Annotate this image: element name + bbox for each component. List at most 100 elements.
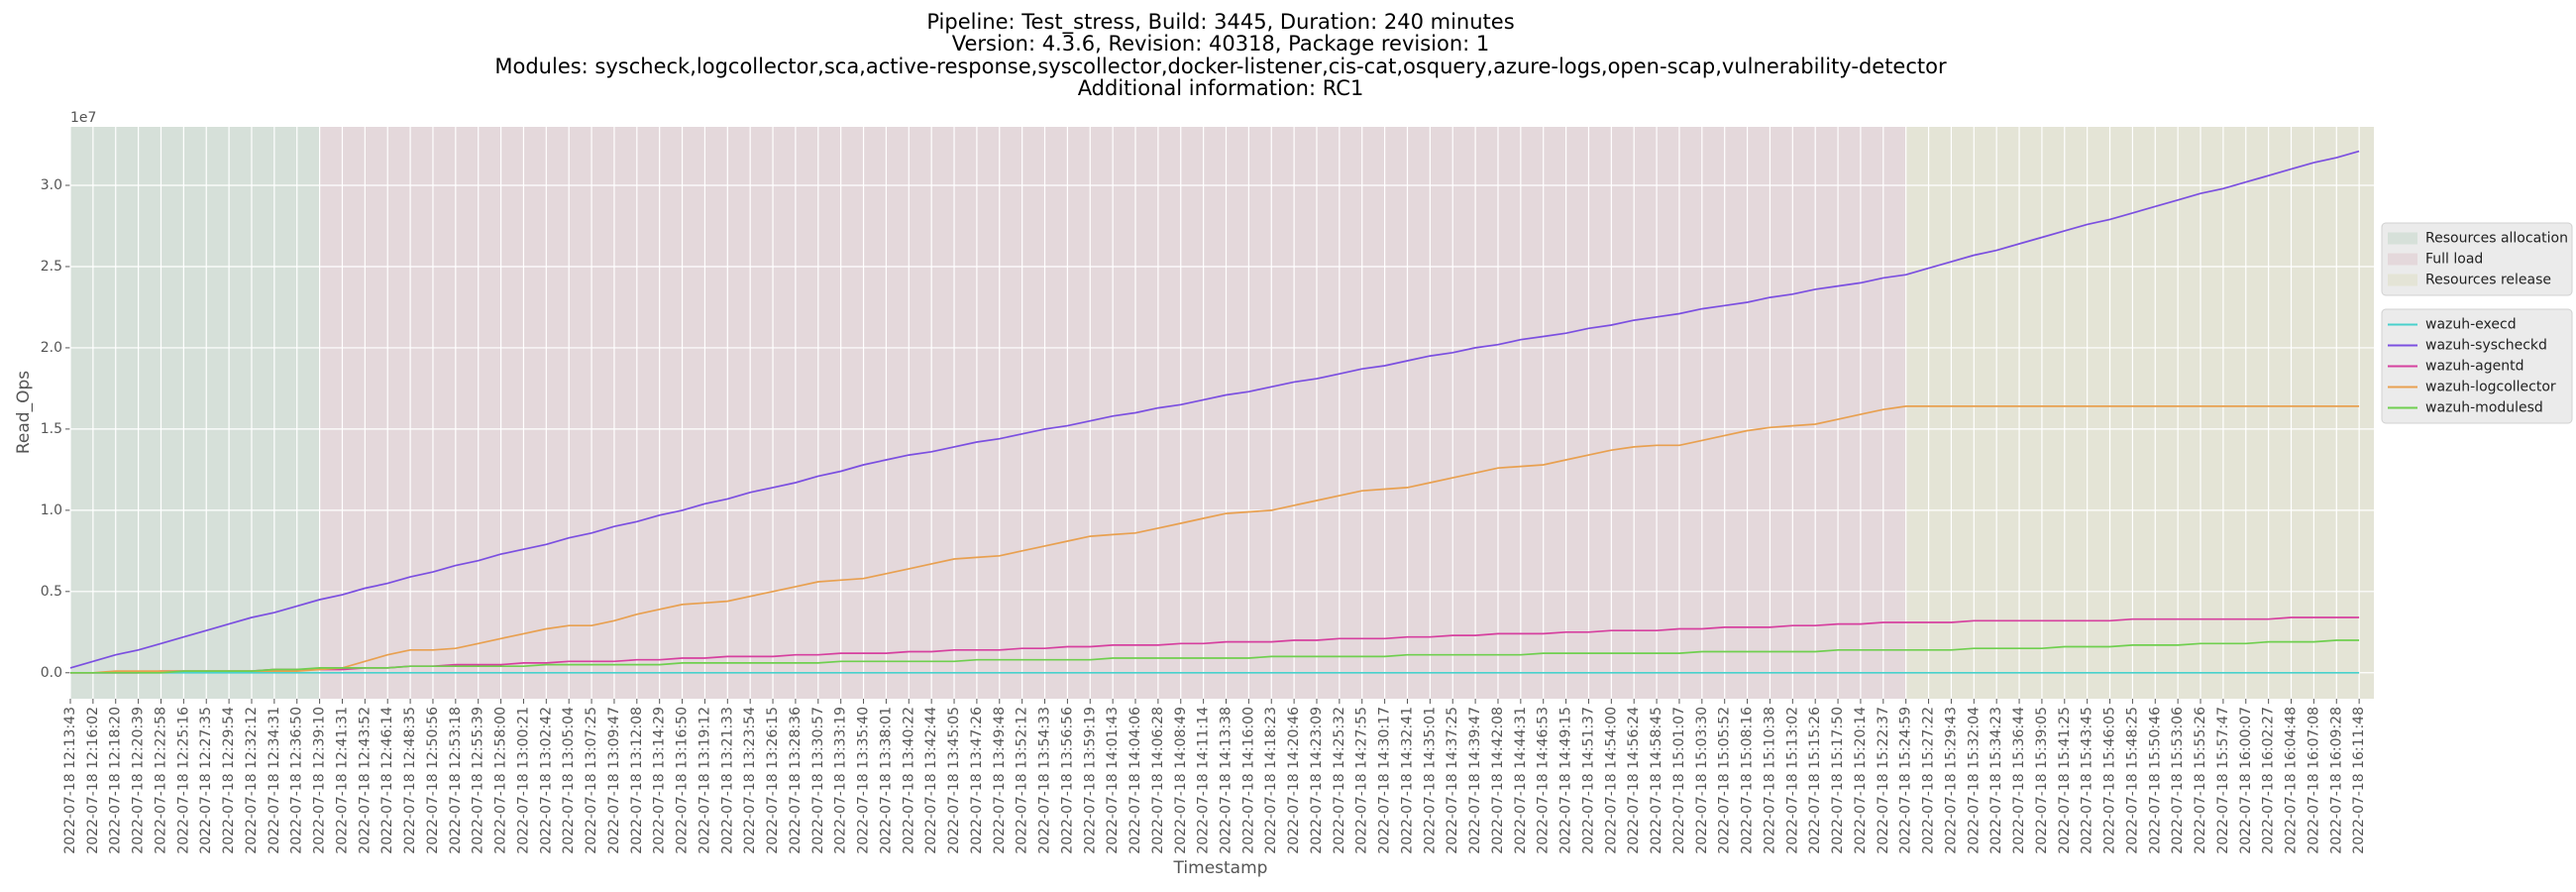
x-tick-label: 2022-07-18 14:25:32 <box>1332 707 1347 854</box>
x-tick-label: 2022-07-18 14:39:47 <box>1467 707 1483 854</box>
x-tick-label: 2022-07-18 13:12:08 <box>629 707 645 854</box>
phase-region <box>70 127 320 699</box>
x-tick-label: 2022-07-18 13:45:05 <box>946 707 962 854</box>
chart-title: Pipeline: Test_stress, Build: 3445, Dura… <box>926 10 1514 35</box>
series-line <box>69 150 2360 669</box>
x-tick-label: 2022-07-18 12:29:54 <box>221 707 237 854</box>
series-line <box>70 405 2360 674</box>
y-tick-label: 0.0 <box>41 665 62 681</box>
x-tick-label: 2022-07-18 15:01:07 <box>1671 707 1687 854</box>
x-tick-label: 2022-07-18 13:05:04 <box>561 707 577 854</box>
chart-title: Version: 4.3.6, Revision: 40318, Package… <box>952 32 1490 56</box>
x-tick-label: 2022-07-18 12:16:02 <box>85 707 101 854</box>
x-tick-label: 2022-07-18 14:01:43 <box>1105 707 1121 854</box>
x-tick-label: 2022-07-18 13:40:22 <box>901 707 916 854</box>
legend-box <box>2381 308 2573 424</box>
x-tick-label: 2022-07-18 12:27:35 <box>198 707 214 854</box>
x-tick-label: 2022-07-18 14:27:55 <box>1354 707 1370 854</box>
x-tick-label: 2022-07-18 13:42:44 <box>923 707 939 854</box>
x-tick-label: 2022-07-18 14:54:00 <box>1603 707 1619 854</box>
legend-label: wazuh-agentd <box>2425 359 2524 375</box>
x-tick-label: 2022-07-18 14:49:15 <box>1558 707 1574 854</box>
x-tick-label: 2022-07-18 14:35:01 <box>1422 707 1438 854</box>
x-tick-label: 2022-07-18 14:46:53 <box>1536 707 1552 854</box>
x-tick-label: 2022-07-18 12:22:58 <box>153 707 168 854</box>
x-tick-label: 2022-07-18 15:34:23 <box>1988 707 2004 854</box>
x-tick-label: 2022-07-18 13:35:40 <box>856 707 872 854</box>
x-tick-label: 2022-07-18 14:23:09 <box>1309 707 1325 854</box>
x-tick-label: 2022-07-18 12:50:56 <box>425 707 441 854</box>
x-tick-label: 2022-07-18 15:13:02 <box>1784 707 1800 854</box>
x-tick-label: 2022-07-18 13:00:21 <box>515 707 531 854</box>
y-axis-label: Read_Ops <box>14 371 34 454</box>
x-tick-label: 2022-07-18 13:30:57 <box>810 707 826 854</box>
x-tick-label: 2022-07-18 13:49:48 <box>992 707 1008 854</box>
x-tick-label: 2022-07-18 12:41:31 <box>334 707 350 854</box>
x-tick-label: 2022-07-18 13:16:50 <box>675 707 691 854</box>
x-tick-label: 2022-07-18 12:36:50 <box>289 707 305 854</box>
chart-title: Modules: syscheck,logcollector,sca,activ… <box>494 55 1947 78</box>
x-tick-label: 2022-07-18 12:13:43 <box>62 707 78 854</box>
x-tick-label: 2022-07-18 13:52:12 <box>1015 707 1030 854</box>
x-tick-label: 2022-07-18 14:32:41 <box>1399 707 1415 854</box>
x-tick-label: 2022-07-18 13:21:33 <box>719 707 735 854</box>
x-tick-label: 2022-07-18 15:36:44 <box>2011 707 2027 854</box>
x-tick-label: 2022-07-18 15:22:37 <box>1876 707 1891 854</box>
x-tick-label: 2022-07-18 15:57:47 <box>2215 707 2231 854</box>
series-line <box>70 639 2360 674</box>
x-axis-label: Timestamp <box>1173 858 1268 878</box>
x-tick-label: 2022-07-18 15:48:25 <box>2124 707 2140 854</box>
x-tick-label: 2022-07-18 12:20:39 <box>131 707 147 854</box>
x-tick-label: 2022-07-18 13:09:47 <box>606 707 622 854</box>
x-tick-label: 2022-07-18 14:04:06 <box>1127 707 1143 854</box>
x-tick-label: 2022-07-18 13:38:01 <box>878 707 894 854</box>
x-tick-label: 2022-07-18 15:24:59 <box>1898 707 1914 854</box>
x-tick-label: 2022-07-18 13:02:42 <box>538 707 554 854</box>
x-tick-label: 2022-07-18 14:08:49 <box>1173 707 1189 854</box>
x-tick-label: 2022-07-18 14:42:08 <box>1490 707 1506 854</box>
y-tick-label: 1.5 <box>41 421 62 437</box>
x-tick-label: 2022-07-18 15:39:05 <box>2034 707 2050 854</box>
x-tick-label: 2022-07-18 16:00:07 <box>2238 707 2254 854</box>
series-line <box>70 616 2360 674</box>
x-tick-label: 2022-07-18 14:06:28 <box>1150 707 1166 854</box>
x-tick-label: 2022-07-18 16:04:48 <box>2284 707 2300 854</box>
legend-label: Resources allocation <box>2425 231 2568 247</box>
x-tick-label: 2022-07-18 12:32:12 <box>244 707 260 854</box>
x-tick-label: 2022-07-18 13:54:33 <box>1037 707 1053 854</box>
x-tick-label: 2022-07-18 13:59:19 <box>1082 707 1098 854</box>
x-tick-label: 2022-07-18 14:56:24 <box>1626 707 1642 854</box>
x-tick-label: 2022-07-18 15:10:38 <box>1762 707 1777 854</box>
legend-label: wazuh-execd <box>2425 317 2517 333</box>
x-tick-label: 2022-07-18 12:34:31 <box>267 707 282 854</box>
y-tick-label: 1.0 <box>41 502 62 518</box>
x-tick-label: 2022-07-18 15:32:04 <box>1966 707 1982 854</box>
legend-swatch <box>2388 274 2417 286</box>
x-tick-label: 2022-07-18 16:09:28 <box>2328 707 2344 854</box>
x-tick-label: 2022-07-18 12:43:52 <box>357 707 373 854</box>
x-tick-label: 2022-07-18 13:56:56 <box>1059 707 1075 854</box>
y-tick-label: 3.0 <box>41 177 62 193</box>
x-tick-label: 2022-07-18 14:13:38 <box>1219 707 1234 854</box>
x-tick-label: 2022-07-18 14:11:14 <box>1196 707 1212 854</box>
x-tick-label: 2022-07-18 15:27:22 <box>1921 707 1937 854</box>
x-tick-label: 2022-07-18 15:15:26 <box>1807 707 1823 854</box>
legend-label: wazuh-modulesd <box>2425 400 2543 416</box>
x-tick-label: 2022-07-18 14:44:31 <box>1513 707 1529 854</box>
x-tick-label: 2022-07-18 15:05:52 <box>1717 707 1733 854</box>
x-tick-label: 2022-07-18 14:20:46 <box>1286 707 1302 854</box>
x-tick-label: 2022-07-18 15:29:43 <box>1943 707 1959 854</box>
x-tick-label: 2022-07-18 15:55:26 <box>2193 707 2208 854</box>
x-tick-label: 2022-07-18 12:55:39 <box>471 707 486 854</box>
x-tick-label: 2022-07-18 13:47:26 <box>969 707 985 854</box>
x-tick-label: 2022-07-18 14:18:23 <box>1263 707 1279 854</box>
x-tick-label: 2022-07-18 14:51:37 <box>1580 707 1596 854</box>
x-tick-label: 2022-07-18 14:16:00 <box>1240 707 1256 854</box>
x-tick-label: 2022-07-18 15:03:30 <box>1694 707 1710 854</box>
legend-swatch <box>2388 253 2417 266</box>
x-tick-label: 2022-07-18 15:50:46 <box>2147 707 2163 854</box>
x-tick-label: 2022-07-18 15:46:05 <box>2102 707 2118 854</box>
x-tick-label: 2022-07-18 16:02:27 <box>2261 707 2277 854</box>
x-tick-label: 2022-07-18 12:46:14 <box>379 707 395 854</box>
